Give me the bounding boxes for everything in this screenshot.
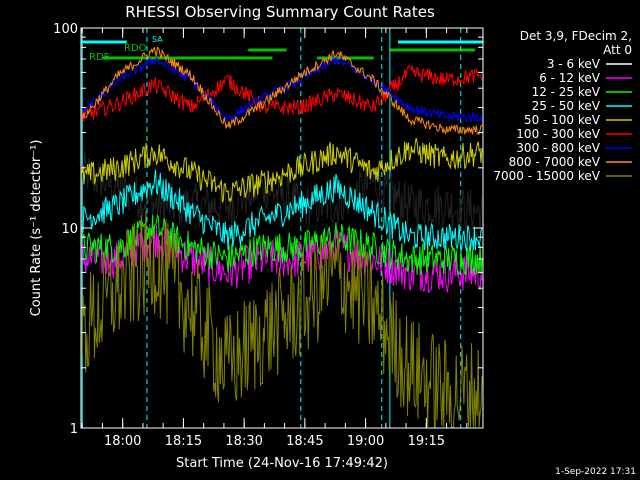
x-tick-label: 18:00: [104, 434, 141, 449]
x-tick-label: 18:15: [165, 434, 202, 449]
legend-header-line-1: Det 3,9, FDecim 2,: [520, 29, 632, 43]
legend-label: 25 - 50 keV: [532, 99, 601, 113]
series-line-5: [81, 64, 483, 122]
flag-label-rdo: RDO: [124, 43, 147, 54]
legend-label: 6 - 12 keV: [539, 71, 601, 85]
timestamp: 1-Sep-2022 17:31: [555, 467, 636, 477]
x-tick-label: 18:30: [225, 434, 262, 449]
series-line-2: [81, 213, 483, 275]
x-tick-label: 19:00: [347, 434, 384, 449]
x-axis-label: Start Time (24-Nov-16 17:49:42): [176, 456, 388, 471]
legend-label: 3 - 6 keV: [547, 57, 601, 71]
flag-label-sa: SA: [152, 35, 163, 44]
series-line-0: [81, 151, 483, 233]
series-line-4: [81, 137, 483, 203]
legend-label: 300 - 800 keV: [516, 141, 600, 155]
flag-label-rdf: RDF: [89, 52, 110, 63]
legend-label: 800 - 7000 keV: [509, 155, 601, 169]
y-tick-label: 10: [61, 222, 78, 237]
plot-area: RDO RDF SA: [81, 28, 483, 428]
series-line-7: [81, 46, 483, 135]
legend-label: 50 - 100 keV: [524, 113, 601, 127]
x-tick-label: 19:15: [408, 434, 445, 449]
y-tick-label: 1: [70, 422, 78, 437]
axes: 18:00 18:15 18:30 18:45 19:00 19:15 1 10 100: [53, 22, 483, 449]
chart-title: RHESSI Observing Summary Count Rates: [125, 3, 435, 21]
legend-label: 12 - 25 keV: [532, 85, 601, 99]
legend-header-line-2: Att 0: [603, 43, 632, 57]
legend-label: 7000 - 15000 keV: [493, 169, 600, 183]
y-tick-label: 100: [53, 22, 78, 37]
series-line-3: [81, 169, 483, 252]
x-tick-label: 18:45: [286, 434, 323, 449]
y-axis-label: Count Rate (s⁻¹ detector⁻¹): [29, 140, 44, 317]
legend-label: 100 - 300 keV: [516, 127, 600, 141]
series-line-8: [81, 211, 483, 428]
